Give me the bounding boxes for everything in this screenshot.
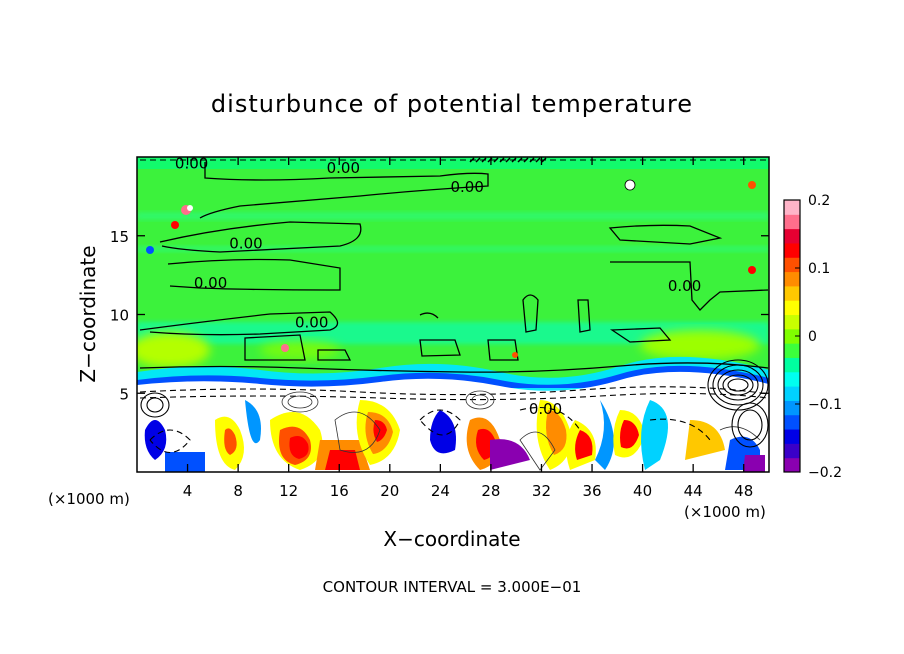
contour-label: 0.00 xyxy=(668,277,701,295)
contour-label: 0.00 xyxy=(295,313,328,331)
colorbar-tick-label: 0.1 xyxy=(808,261,830,277)
colorbar-tick-label: 0.2 xyxy=(808,193,830,209)
vortex-right xyxy=(140,359,769,448)
colorbar-segment xyxy=(784,271,800,287)
heatmap-field: 0.00 0.00 0.00 0.00 0.00 0.00 0.00 0.00 xyxy=(137,154,769,472)
x-tick-label: 16 xyxy=(330,482,349,500)
contour-lines xyxy=(139,162,769,373)
y-tick-label: 5 xyxy=(119,385,129,403)
x-unit-left: (×1000 m) xyxy=(48,490,130,508)
colorbar-tick-label: 0 xyxy=(808,329,817,345)
lower-turbulence xyxy=(144,400,765,472)
x-tick-label: 8 xyxy=(233,482,243,500)
colorbar-segment xyxy=(784,357,800,373)
x-tick-label: 32 xyxy=(532,482,551,500)
contour-label: 0.00 xyxy=(229,235,262,253)
field-band-3 xyxy=(137,322,769,344)
field-band-top xyxy=(137,157,769,169)
x-tick-label: 20 xyxy=(380,482,399,500)
colorbar-segment xyxy=(784,314,800,330)
colorbar-segment xyxy=(784,386,800,401)
colorbar-tick-label: −0.1 xyxy=(808,397,842,413)
colorbar-segment xyxy=(784,443,800,459)
colorbar-segment xyxy=(784,300,800,316)
contour-label: 0.00 xyxy=(194,274,227,292)
contour-lines-thin xyxy=(281,390,761,471)
y-axis: 5 10 15 xyxy=(110,228,769,403)
colorbar-segment xyxy=(784,400,800,416)
colorbar-segment xyxy=(784,214,800,230)
x-tick-label: 28 xyxy=(481,482,500,500)
colorbar-segment xyxy=(784,343,800,358)
top-artifacts xyxy=(469,157,547,163)
colorbar-ticks: 0.2 0.1 0 −0.1 −0.2 xyxy=(795,193,842,481)
y-tick-label: 10 xyxy=(110,307,129,325)
contour-label: 0.00 xyxy=(175,154,208,172)
contour-label: 0.00 xyxy=(529,400,562,418)
colorbar-tick-label: −0.2 xyxy=(808,465,842,481)
warm-blob-left xyxy=(137,332,210,368)
contour-label: 0.00 xyxy=(327,159,360,177)
x-axis-label: X−coordinate xyxy=(383,527,520,551)
contour-lines-dashed xyxy=(139,159,769,454)
colorbar-segment xyxy=(784,371,800,387)
colorbar-segment xyxy=(784,228,800,244)
colorbar-segment xyxy=(784,200,800,215)
x-tick-label: 44 xyxy=(684,482,703,500)
contour-labels: 0.00 0.00 0.00 0.00 0.00 0.00 0.00 0.00 xyxy=(175,154,701,418)
colorbar-segment xyxy=(784,414,800,430)
warm-blob-right xyxy=(640,330,760,360)
x-axis: 4 8 12 16 20 24 28 32 36 40 44 48 xyxy=(183,157,753,500)
colorbar-segment xyxy=(784,285,800,301)
contour-interval-note: CONTOUR INTERVAL = 3.000E−01 xyxy=(323,578,582,596)
x-tick-label: 48 xyxy=(734,482,753,500)
x-tick-label: 12 xyxy=(279,482,298,500)
cold-band-blue xyxy=(137,365,769,388)
colorbar-segment xyxy=(784,457,800,473)
colorbar-segment xyxy=(784,328,800,344)
contour-label: 0.00 xyxy=(450,178,483,196)
speckles xyxy=(146,179,756,358)
field-band-1 xyxy=(137,212,769,220)
y-tick-label: 15 xyxy=(110,228,129,246)
colorbar-segment xyxy=(784,242,800,258)
colorbar-segment xyxy=(784,429,800,444)
chart-title: disturbunce of potential temperature xyxy=(211,90,693,118)
colorbar-segment xyxy=(784,257,800,273)
x-tick-label: 40 xyxy=(633,482,652,500)
x-tick-label: 24 xyxy=(431,482,450,500)
x-tick-label: 4 xyxy=(183,482,193,500)
y-axis-label: Z−coordinate xyxy=(76,245,100,382)
warm-blob-mid xyxy=(260,340,340,360)
x-tick-label: 36 xyxy=(582,482,601,500)
x-unit-right: (×1000 m) xyxy=(684,503,766,521)
field-band-2 xyxy=(137,246,769,252)
